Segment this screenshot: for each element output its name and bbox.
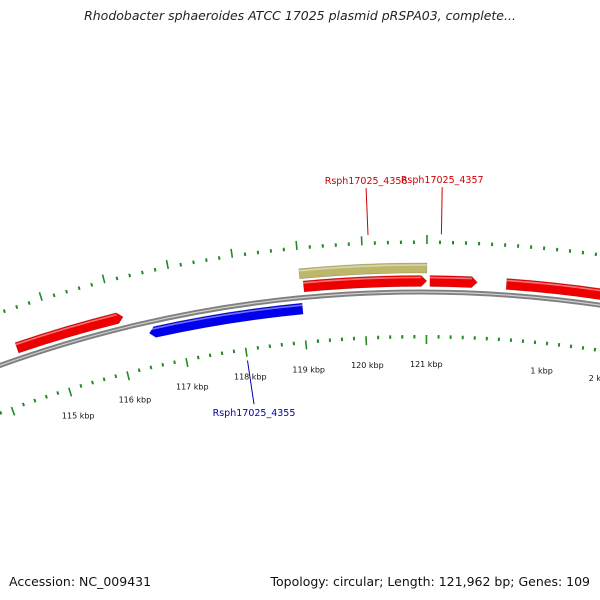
inner-major-tick xyxy=(68,387,73,397)
forward-gene-feature xyxy=(429,275,478,288)
inner-minor-tick xyxy=(91,380,94,385)
gene-label: Rsph17025_4356 xyxy=(325,176,408,187)
inner-minor-tick xyxy=(79,383,83,388)
outer-major-tick xyxy=(295,240,298,250)
inner-minor-tick xyxy=(21,402,25,407)
label-leader-line xyxy=(365,188,369,236)
outer-major-tick xyxy=(165,259,170,270)
gene-gloss xyxy=(148,304,303,331)
scale-label: 119 kbp xyxy=(292,365,325,374)
inner-minor-tick xyxy=(102,377,106,382)
outer-minor-tick xyxy=(141,270,144,275)
outer-minor-tick xyxy=(27,301,31,305)
map-title: Rhodobacter sphaeroides ATCC 17025 plasm… xyxy=(84,8,516,23)
inner-minor-tick xyxy=(56,391,60,396)
inner-minor-tick xyxy=(161,362,165,367)
forward-gene-feature xyxy=(302,275,428,293)
genome-summary: Topology: circular; Length: 121,962 bp; … xyxy=(270,574,591,589)
gene-gloss xyxy=(298,264,427,272)
outer-minor-tick xyxy=(90,282,94,287)
inner-major-tick xyxy=(185,357,189,368)
outer-minor-tick xyxy=(2,309,6,314)
inner-minor-tick xyxy=(137,368,141,373)
outer-minor-tick xyxy=(192,260,195,265)
inner-minor-tick xyxy=(44,394,48,399)
forward-gene-feature xyxy=(14,312,124,354)
inner-minor-tick xyxy=(173,360,176,365)
inner-minor-tick xyxy=(593,347,597,352)
gene-gloss xyxy=(303,276,422,284)
inner-minor-tick xyxy=(114,374,118,379)
inner-minor-tick xyxy=(220,351,224,356)
gene-label: Rsph17025_4355 xyxy=(213,408,296,419)
inner-major-tick xyxy=(304,340,308,350)
outer-tick-ring xyxy=(2,235,598,314)
outer-minor-tick xyxy=(77,286,81,291)
outer-minor-tick xyxy=(15,305,19,310)
gene-gloss xyxy=(506,279,600,292)
backbone-highlight xyxy=(0,291,600,367)
gene-label: Rsph17025_4357 xyxy=(401,175,484,186)
scale-label: 2 kbp xyxy=(589,374,600,383)
forward-gene-feature xyxy=(505,278,600,300)
gene-gloss xyxy=(15,313,117,346)
genome-backbone xyxy=(0,289,600,369)
gene-gloss xyxy=(429,276,472,280)
inner-tick-ring xyxy=(0,335,597,416)
reverse-gene-feature xyxy=(149,302,304,338)
outer-minor-tick xyxy=(179,262,183,267)
inner-minor-tick xyxy=(33,398,37,403)
outer-minor-tick xyxy=(115,276,119,281)
accession-label: Accession: NC_009431 xyxy=(9,574,152,589)
inner-minor-tick xyxy=(208,353,212,358)
outer-major-tick xyxy=(38,291,43,302)
scale-label: 1 kbp xyxy=(530,366,552,375)
outer-minor-tick xyxy=(153,267,157,272)
scale-label: 121 kbp xyxy=(410,360,443,369)
inner-major-tick xyxy=(244,347,248,357)
gene-track xyxy=(14,262,600,354)
outer-major-tick xyxy=(101,274,106,284)
inner-major-tick xyxy=(126,371,131,381)
scale-label: 115 kbp xyxy=(62,411,95,420)
outer-minor-tick xyxy=(217,256,221,260)
outer-major-tick xyxy=(230,248,234,258)
inner-major-tick xyxy=(10,406,16,416)
outer-minor-tick xyxy=(52,293,56,298)
outer-minor-tick xyxy=(128,273,132,278)
scale-label: 120 kbp xyxy=(351,361,384,370)
outer-minor-tick xyxy=(65,289,69,294)
inner-minor-tick xyxy=(232,349,236,354)
inner-minor-tick xyxy=(149,365,153,370)
label-leader-line xyxy=(440,187,443,235)
scale-label: 116 kbp xyxy=(119,396,152,405)
inner-minor-tick xyxy=(196,355,200,360)
outer-minor-tick xyxy=(205,258,208,262)
label-leader-line xyxy=(247,360,255,405)
scale-label: 117 kbp xyxy=(176,383,209,392)
inner-minor-tick xyxy=(0,410,3,415)
highlighted-gene-feature xyxy=(298,262,428,280)
